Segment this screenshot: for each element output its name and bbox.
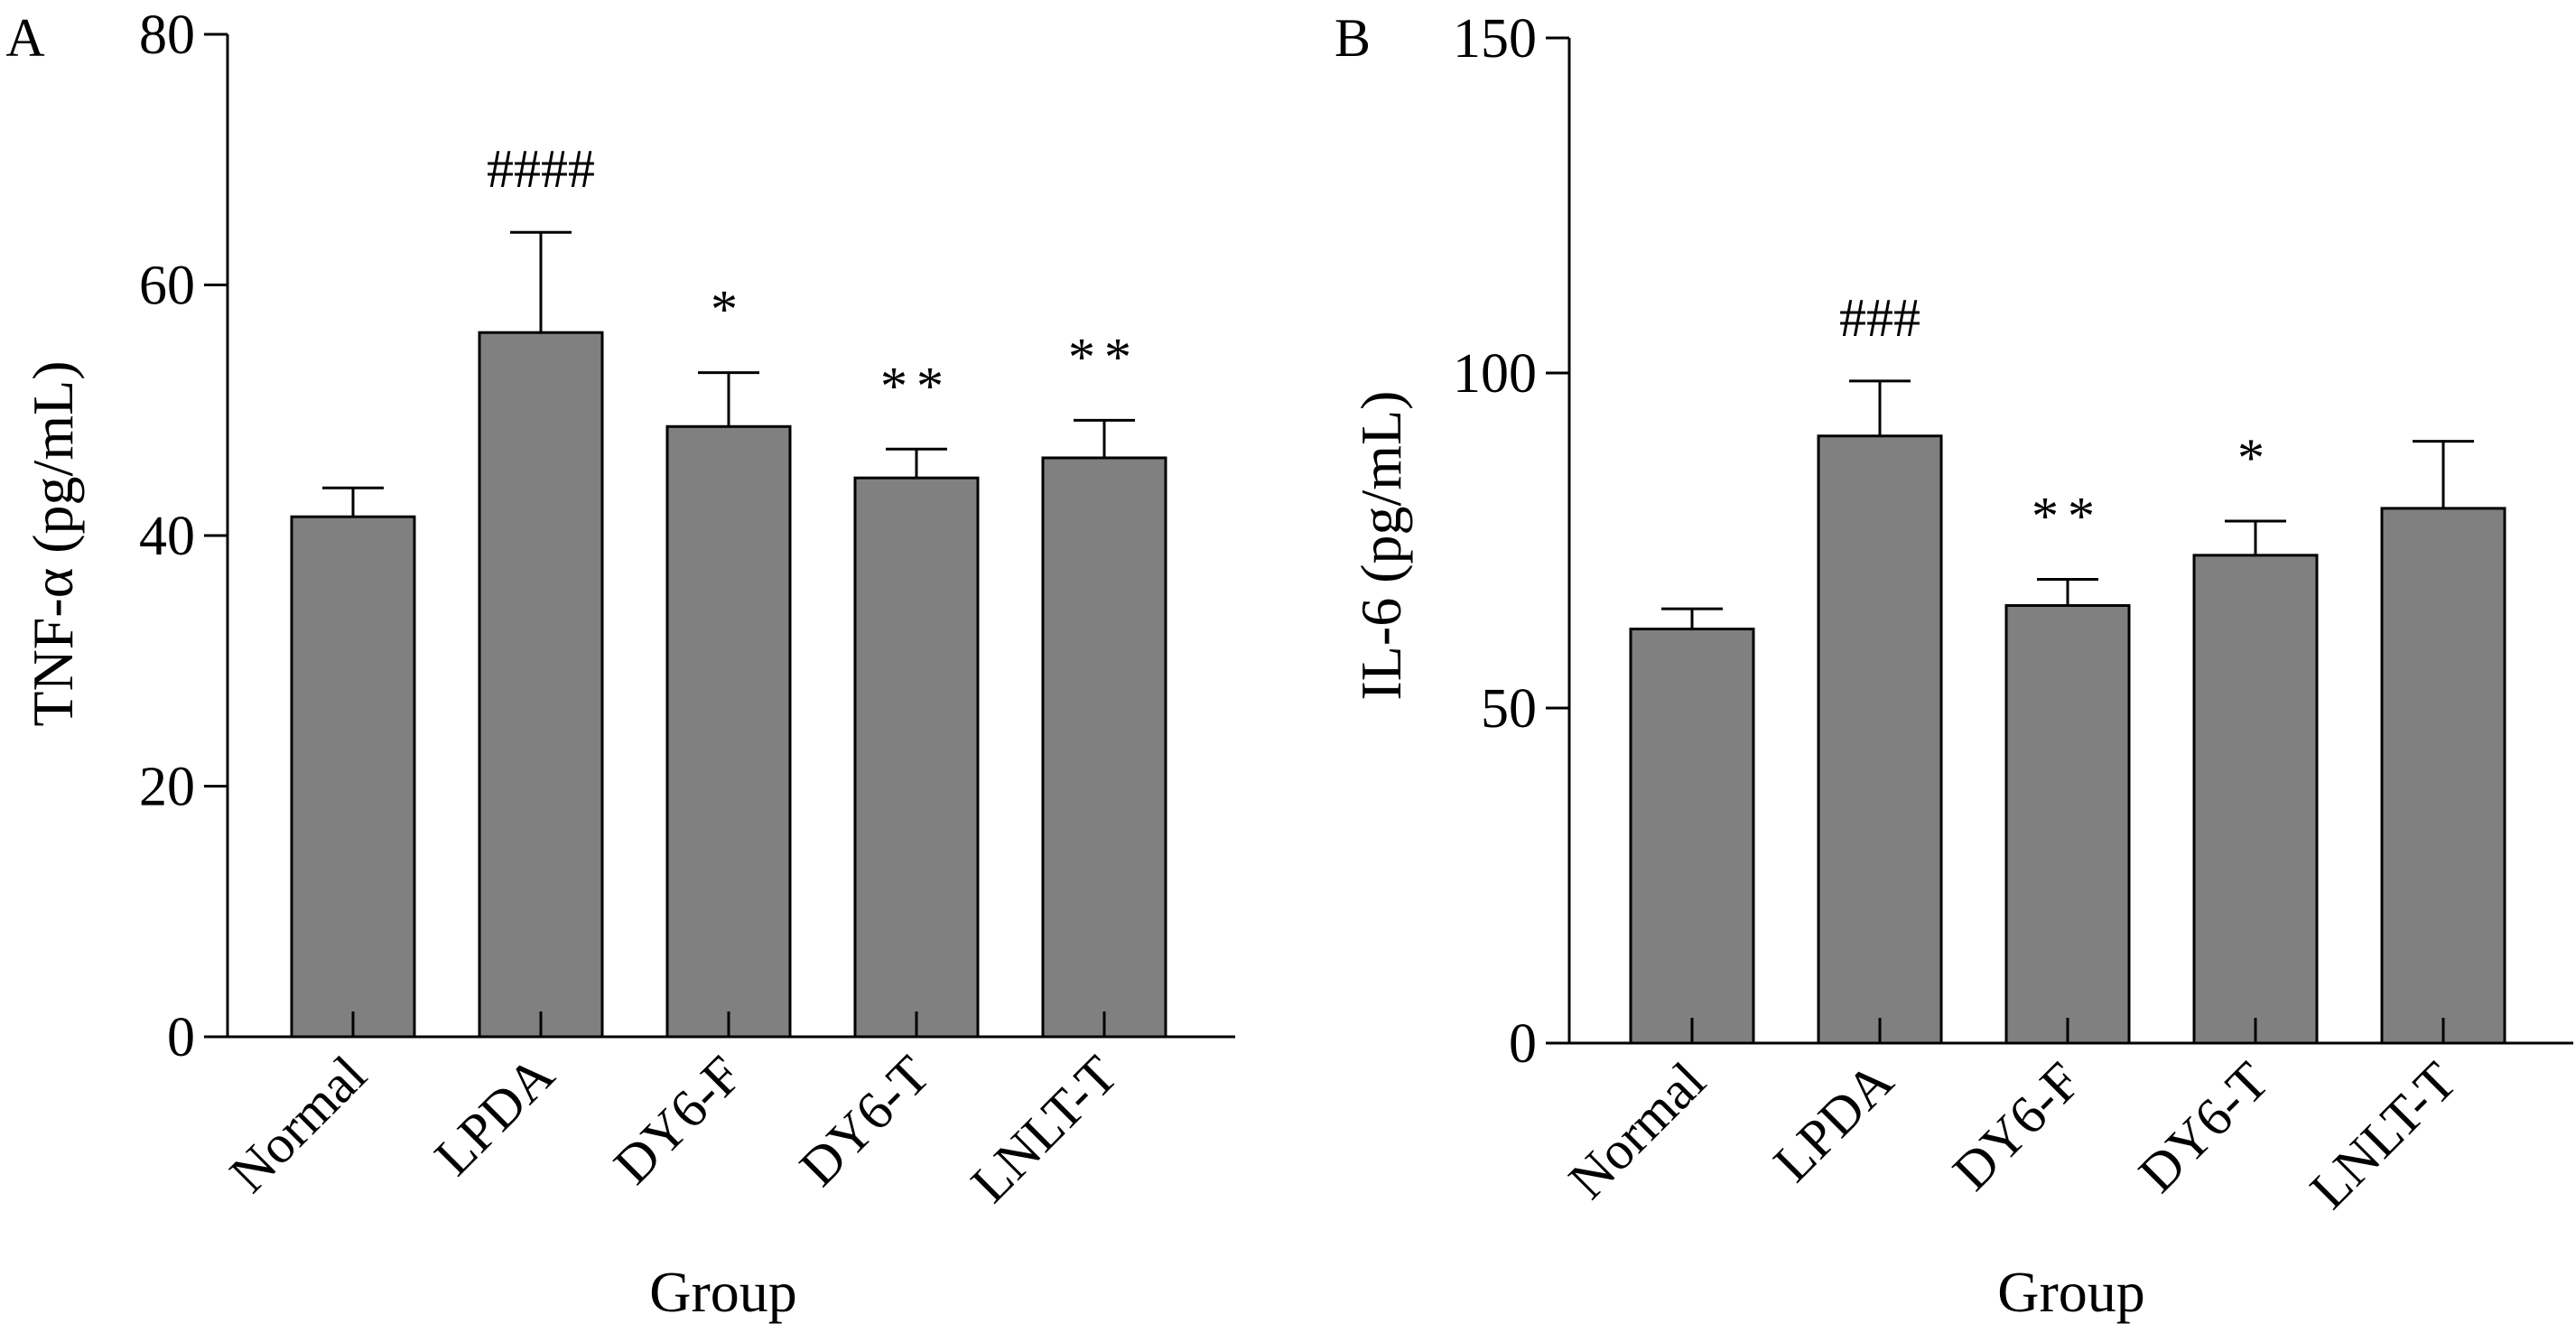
panel-b-bar-lnlt-t	[2380, 507, 2506, 1045]
panel-a-y-tick-label: 80	[139, 5, 195, 66]
panel-b-significance-label: **	[2032, 487, 2104, 546]
panel-a-y-tick-label: 0	[167, 1007, 195, 1068]
panel-a-y-axis-title: TNF-α (pg/mL)	[21, 360, 85, 726]
panel-a-bar-dy6-f	[665, 424, 792, 1039]
panel-a-bar-normal	[290, 515, 416, 1039]
panel-a-significance-label: **	[880, 356, 953, 415]
panel-a-x-axis-title: Group	[649, 1260, 797, 1324]
panel-b-y-tick-label: 50	[1481, 678, 1537, 740]
panel-b-bar-normal	[1629, 627, 1755, 1045]
panel-b-bar-dy6-f	[2004, 603, 2131, 1045]
panel-a-y-tick-label: 60	[139, 256, 195, 317]
panel-b-y-tick-label: 0	[1509, 1013, 1537, 1075]
panel-b-y-tick-label: 150	[1453, 8, 1537, 70]
panel-a-label: A	[5, 8, 44, 68]
panel-b-bar-dy6-t	[2192, 554, 2319, 1045]
panel-b-significance-label: *	[2237, 428, 2274, 488]
panel-a-bar-dy6-t	[853, 476, 980, 1039]
panel-b-bar-lpda	[1817, 434, 1943, 1045]
panel-b-significance-label: ###	[1839, 288, 1920, 348]
panel-b-label: B	[1334, 8, 1371, 68]
panel-b-y-tick-label: 100	[1453, 343, 1537, 405]
panel-a-significance-label: *	[711, 280, 747, 340]
panel-b-x-axis-title: Group	[1997, 1260, 2145, 1324]
panel-b-y-axis-title: IL-6 (pg/mL)	[1349, 391, 1413, 701]
panel-a-y-tick-label: 40	[139, 506, 195, 567]
panel-a-y-tick-label: 20	[139, 757, 195, 818]
panel-a-bar-lnlt-t	[1041, 456, 1167, 1039]
panel-a-bar-lpda	[478, 331, 604, 1039]
panel-a-significance-label: ####	[487, 139, 595, 199]
panel-a-significance-label: **	[1068, 327, 1140, 387]
